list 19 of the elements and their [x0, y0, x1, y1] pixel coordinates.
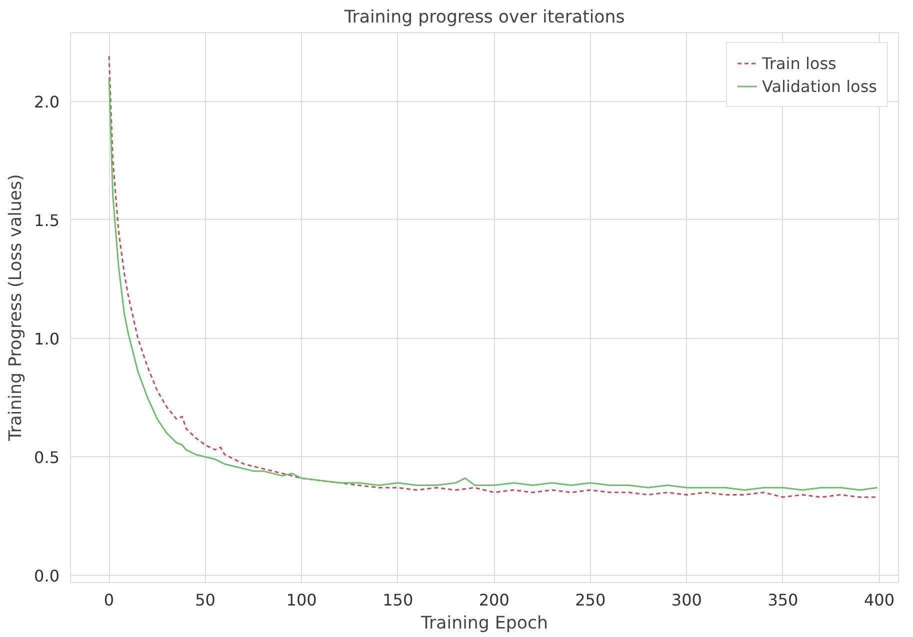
y-tick-label: 0.0 — [34, 566, 60, 586]
x-tick-label: 100 — [286, 590, 317, 610]
x-tick-label: 200 — [478, 590, 510, 610]
y-tick-label: 0.5 — [34, 448, 60, 467]
x-tick-label: 250 — [575, 590, 606, 610]
x-tick-label: 350 — [768, 590, 798, 610]
legend-label: Train loss — [762, 54, 836, 72]
x-tick-label: 400 — [864, 590, 895, 610]
x-tick-label: 300 — [671, 590, 702, 610]
x-tick-label: 50 — [195, 590, 216, 610]
y-tick-label: 1.0 — [34, 329, 60, 348]
y-tick-label: 1.5 — [34, 210, 60, 230]
x-tick-label: 0 — [104, 590, 114, 610]
chart-title: Training progress over iterations — [343, 8, 625, 28]
y-tick-label: 2.0 — [34, 92, 60, 112]
x-axis-title: Training Epoch — [420, 614, 548, 634]
legend-label: Validation loss — [762, 76, 877, 96]
y-axis-title: Training Progress (Loss values) — [6, 174, 26, 442]
x-tick-label: 150 — [382, 590, 414, 610]
